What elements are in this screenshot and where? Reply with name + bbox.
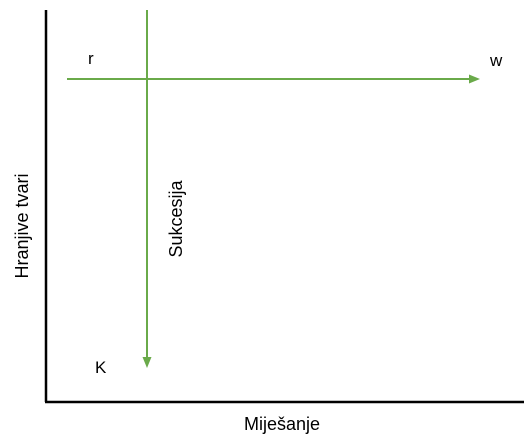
vertical-arrowhead [142,357,152,368]
label-w: w [490,51,503,70]
succession-label: Sukcesija [166,180,186,258]
horizontal-arrowhead [469,74,480,84]
y-axis-label: Hranjive tvari [12,173,32,279]
label-k: K [95,358,107,377]
label-r: r [88,49,94,68]
x-axis-label: Miješanje [243,414,321,434]
